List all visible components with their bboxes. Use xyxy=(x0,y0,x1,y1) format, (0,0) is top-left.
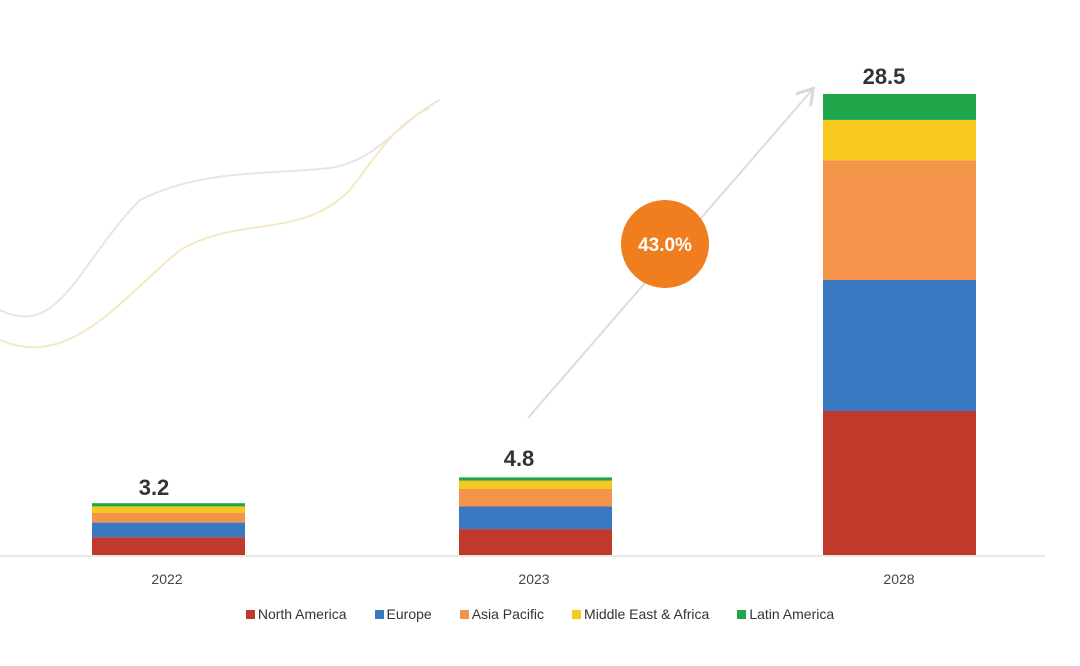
bar-2023-europe xyxy=(459,506,612,530)
total-label-2028: 28.5 xyxy=(863,64,906,89)
bar-2022-middle-east-africa xyxy=(92,506,245,513)
x-tick-2028: 2028 xyxy=(883,571,914,587)
legend-swatch-middle-east-africa xyxy=(572,609,582,619)
bar-2028-north-america xyxy=(823,411,976,555)
bar-2023-north-america xyxy=(459,529,612,555)
total-label-2023: 4.8 xyxy=(504,446,535,471)
legend-swatch-latin-america xyxy=(737,609,747,619)
x-tick-2023: 2023 xyxy=(518,571,549,587)
legend-item-middle-east-africa: Middle East & Africa xyxy=(572,606,709,622)
decorative-swoosh-gray xyxy=(0,99,441,318)
x-tick-2022: 2022 xyxy=(151,571,182,587)
legend-label-north-america: North America xyxy=(257,606,347,622)
legend-swatch-europe xyxy=(374,609,384,619)
legend-item-north-america: North America xyxy=(245,606,347,622)
bar-2028-asia-pacific xyxy=(823,160,976,280)
decorative-swoosh-yellow xyxy=(0,107,431,349)
legend-label-asia-pacific: Asia Pacific xyxy=(471,606,545,622)
total-label-2022: 3.2 xyxy=(139,475,170,500)
legend-item-latin-america: Latin America xyxy=(737,606,834,622)
bar-2022-north-america xyxy=(92,537,245,555)
bar-2023-middle-east-africa xyxy=(459,480,612,489)
legend-label-middle-east-africa: Middle East & Africa xyxy=(584,606,710,622)
bar-2023-latin-america xyxy=(459,477,612,481)
bar-2028-latin-america xyxy=(823,94,976,120)
legend-swatch-north-america xyxy=(245,609,255,619)
legend-item-asia-pacific: Asia Pacific xyxy=(459,606,545,622)
bar-2028-europe xyxy=(823,280,976,411)
bars-group xyxy=(92,94,976,555)
cagr-label: 43.0% xyxy=(638,235,692,256)
legend-swatch-asia-pacific xyxy=(459,609,469,619)
cagr-badge xyxy=(621,200,709,288)
bar-2022-asia-pacific xyxy=(92,512,245,523)
bar-2023-asia-pacific xyxy=(459,488,612,507)
bar-2022-latin-america xyxy=(92,503,245,507)
legend-label-europe: Europe xyxy=(386,606,432,622)
legend: North America Europe Asia Pacific Middle… xyxy=(0,606,1080,622)
bar-2022-europe xyxy=(92,522,245,538)
legend-item-europe: Europe xyxy=(374,606,432,622)
bar-2028-middle-east-africa xyxy=(823,119,976,161)
legend-label-latin-america: Latin America xyxy=(749,606,835,622)
